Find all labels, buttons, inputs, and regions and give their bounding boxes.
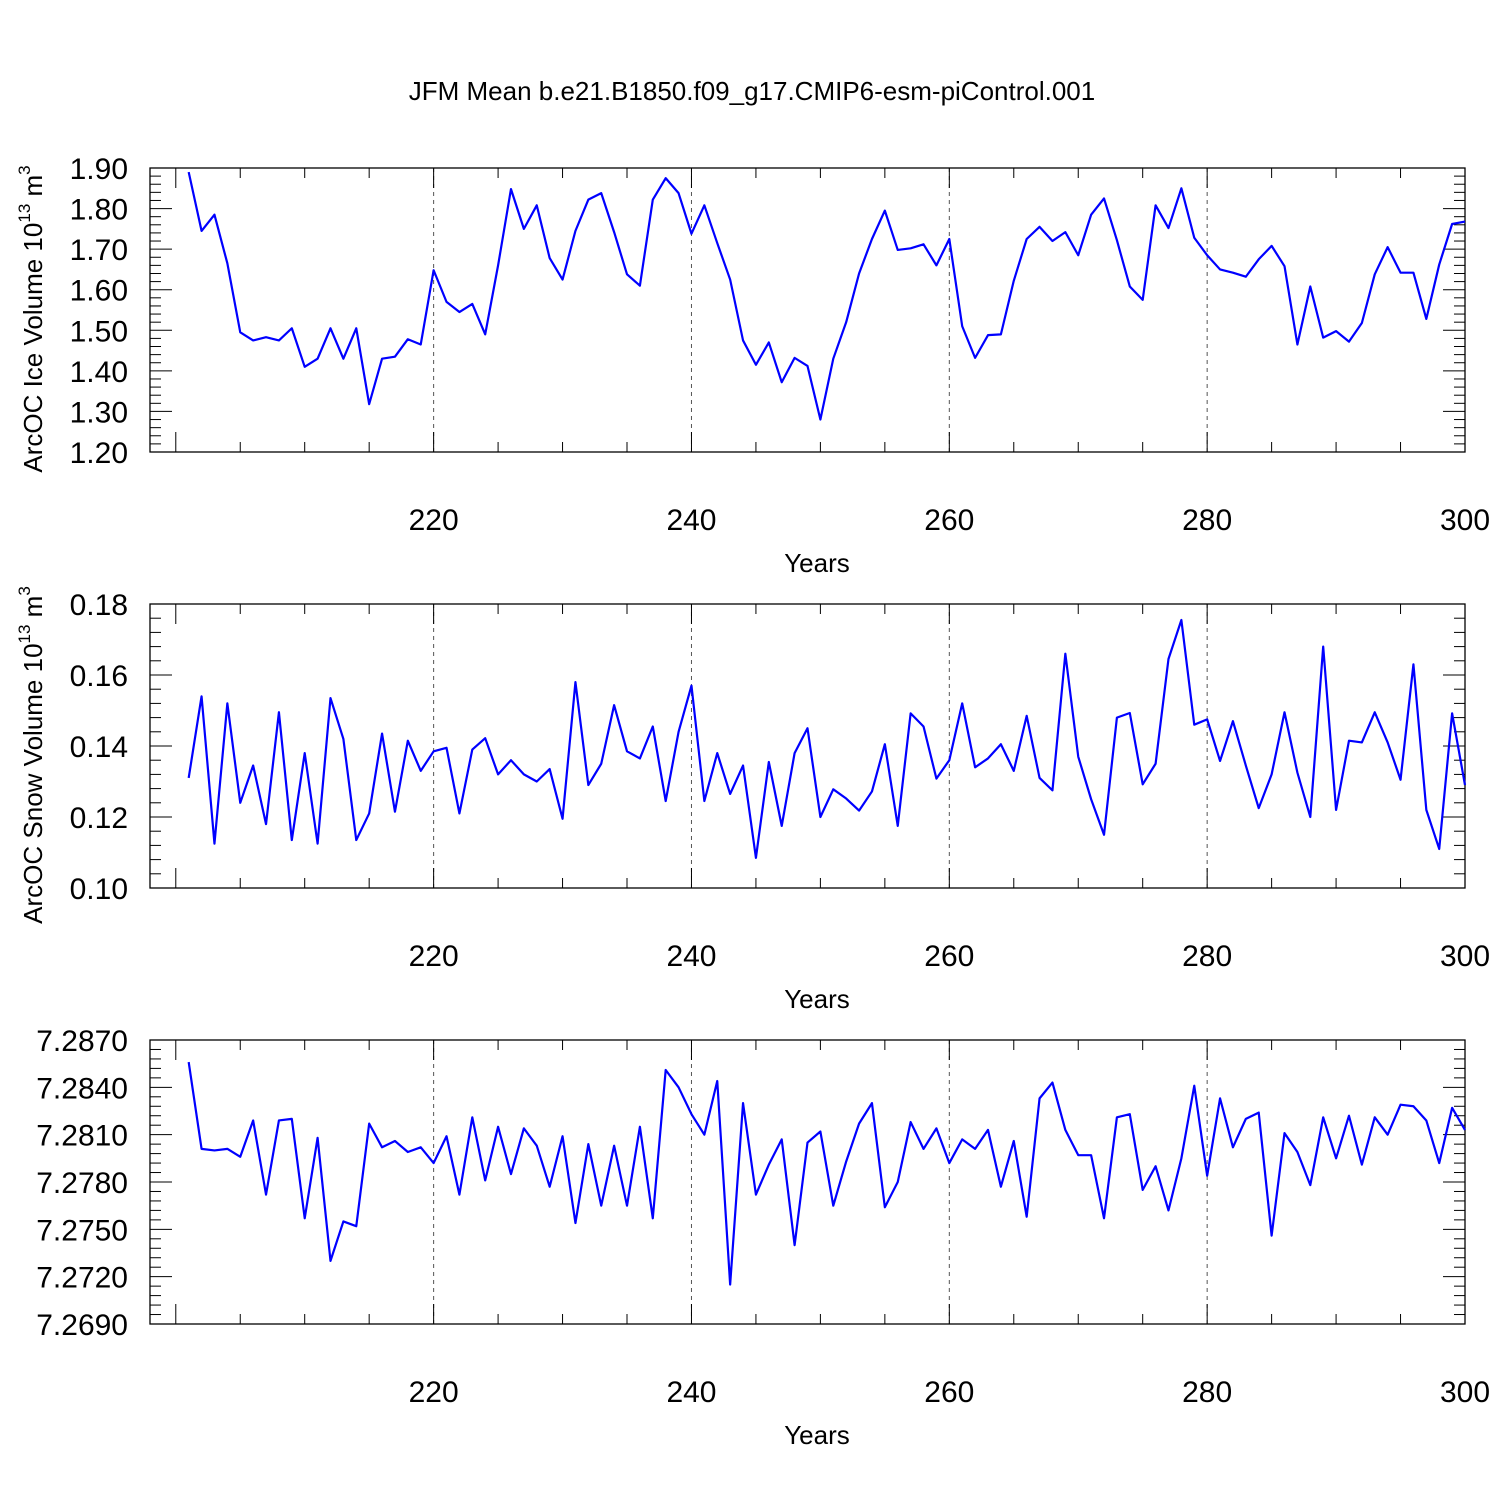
y-tick-label: 0.10 [70,873,128,906]
x-tick-label: 280 [1182,1376,1232,1409]
y-tick-label: 7.2840 [36,1072,128,1105]
series-line [187,618,1467,859]
y-axis-label-text: ArcOC Snow Volume 10 [18,643,48,923]
y-axis-label-unit: m [18,175,48,204]
series-line [187,171,1466,421]
y-tick-label: 0.12 [70,802,128,835]
y-tick-label: 1.60 [70,275,128,308]
x-tick-label: 260 [924,1376,974,1409]
x-axis-label: Years [784,1420,850,1450]
x-axis-label: Years [784,548,850,578]
chart-panel-1: 1.20 1.30 1.40 1.50 1.60 1.70 1.80 1.90 220 240 26… [15,153,1490,578]
y-axis-label-exponent: 13 [15,625,34,644]
y-tick-label: 1.50 [70,315,128,348]
x-tick-label: 280 [1182,504,1232,537]
x-tick-label: 240 [666,1376,716,1409]
chart-panel-2: 0.10 0.12 0.14 0.16 0.18 220 240 260 280 300 Years… [15,586,1490,1014]
y-tick-label: 0.18 [70,589,128,622]
y-axis-label-unit-exponent: 3 [15,586,34,595]
y-axis-label-text: ArcOC Ice Volume 10 [18,223,48,473]
x-tick-label: 240 [666,504,716,537]
x-tick-label: 220 [409,1376,459,1409]
series-line [187,1061,1466,1286]
chart-panel-3: 7.2690 7.2720 7.2750 7.2780 7.2810 7.2840 7.28… [36,1025,1490,1450]
y-tick-label: 1.70 [70,234,128,267]
x-axis-label: Years [784,984,850,1014]
x-tick-label: 240 [666,940,716,973]
y-tick-label: 1.90 [70,153,128,186]
y-tick-label: 0.14 [70,731,128,764]
y-tick-label: 7.2870 [36,1025,128,1058]
y-tick-label: 0.16 [70,660,128,693]
x-tick-label: 260 [924,504,974,537]
x-tick-label: 220 [409,504,459,537]
y-tick-label: 7.2690 [36,1309,128,1342]
plot-frame [149,167,1466,453]
y-tick-label: 7.2780 [36,1167,128,1200]
y-tick-label: 1.30 [70,396,128,429]
y-axis-label: ArcOC Snow Volume 1013 m3 [15,586,48,924]
y-axis-label-unit: m [18,596,48,625]
x-tick-label: 280 [1182,940,1232,973]
y-tick-label: 7.2750 [36,1214,128,1247]
y-tick-label: 7.2810 [36,1120,128,1153]
x-tick-label: 300 [1440,1376,1490,1409]
y-tick-label: 7.2720 [36,1262,128,1295]
x-tick-label: 300 [1440,940,1490,973]
figure-title: JFM Mean b.e21.B1850.f09_g17.CMIP6-esm-p… [409,76,1095,106]
x-tick-label: 220 [409,940,459,973]
y-axis-label-exponent: 13 [15,204,34,223]
x-tick-label: 300 [1440,504,1490,537]
y-axis-label-unit-exponent: 3 [15,165,34,174]
y-tick-label: 1.20 [70,437,128,470]
x-tick-label: 260 [924,940,974,973]
y-tick-label: 1.80 [70,194,128,227]
y-tick-label: 1.40 [70,356,128,389]
y-axis-label: ArcOC Ice Volume 1013 m3 [15,165,48,472]
